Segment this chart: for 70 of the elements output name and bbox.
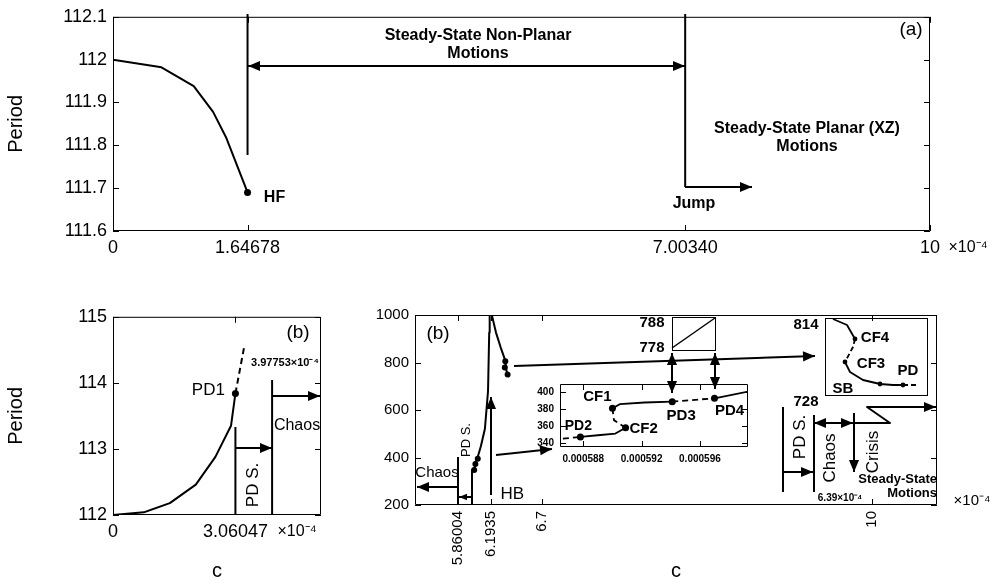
- y-axis-title: Period: [3, 94, 26, 153]
- x-tick-label: 7.00340: [652, 236, 718, 257]
- x-tick-label: 6.7: [532, 511, 550, 532]
- annotation: PD S.: [457, 423, 474, 457]
- annotation: (b): [426, 321, 450, 344]
- x-tick-label: 10: [919, 236, 941, 257]
- y-tick-label: 113: [78, 437, 107, 458]
- y-tick-label: 380: [537, 402, 555, 414]
- y-tick-label: 800: [383, 352, 409, 370]
- y-tick-label: 340: [537, 436, 555, 448]
- x-tick-label: 0.000588: [562, 452, 605, 464]
- text: ×10⁻⁴: [948, 238, 988, 256]
- annotation: Chaos: [415, 462, 459, 481]
- annotation: Steady-State Planar (XZ) Motions: [713, 119, 901, 155]
- annotation: PD S.: [789, 414, 810, 460]
- annotation: PD: [897, 360, 919, 379]
- y-tick-label: 111.8: [64, 134, 107, 155]
- annotation: 788: [639, 312, 665, 331]
- x-axis-title: c: [212, 558, 222, 581]
- annotation: PD1: [191, 380, 225, 400]
- x-tick-label: 0: [107, 520, 119, 541]
- x-tick-label: 10: [862, 511, 880, 528]
- annotation: CF3: [856, 353, 886, 372]
- annotation: Chaos: [819, 433, 840, 483]
- annotation: CF1: [583, 387, 612, 405]
- y-tick-label: 400: [383, 447, 409, 465]
- x-tick-label: 0.000596: [679, 452, 722, 464]
- annotation: (a): [899, 17, 923, 40]
- y-tick-label: 360: [537, 419, 555, 431]
- annotation: Chaos: [273, 416, 321, 434]
- x-tick-label: 0: [107, 236, 119, 257]
- annotation: 728: [793, 391, 819, 410]
- y-tick-label: 114: [78, 371, 107, 392]
- y-axis-title: Period: [3, 386, 26, 445]
- annotation: CF4: [860, 327, 890, 346]
- annotation: PD4: [714, 401, 745, 419]
- annotation: 6.39×10⁻⁴: [817, 491, 863, 503]
- annotation: Jump: [672, 194, 716, 212]
- annotation: HB: [500, 483, 525, 504]
- y-tick-label: 112: [78, 48, 107, 69]
- x-tick-label: 6.1935: [481, 511, 499, 557]
- annotation: 814: [793, 314, 819, 333]
- annotation: Crisis: [862, 430, 882, 474]
- y-tick-label: 400: [537, 386, 555, 398]
- annotation: HF: [263, 188, 286, 207]
- annotation: PD3: [666, 405, 696, 423]
- y-tick-label: 111.9: [64, 91, 107, 112]
- x-tick-label: 1.64678: [215, 236, 281, 257]
- x-tick-label: 0.000592: [620, 452, 663, 464]
- annotation: CF2: [629, 418, 658, 436]
- annotation: PD2: [564, 417, 593, 434]
- x-axis-title: c: [671, 558, 681, 581]
- x-tick-label: 5.86004: [448, 511, 466, 566]
- y-tick-label: 111.7: [64, 177, 107, 198]
- annotation: (b): [286, 320, 310, 343]
- y-tick-label: 111.6: [64, 219, 107, 240]
- text: ×10⁻⁴: [953, 490, 991, 509]
- y-tick-label: 115: [78, 305, 107, 326]
- annotation: Steady-State Non-Planar Motions: [383, 26, 573, 62]
- text: ×10⁻⁴: [277, 522, 317, 540]
- annotation: PD S.: [242, 462, 263, 508]
- annotation: 3.97753×10⁻⁴: [251, 355, 319, 369]
- y-tick-label: 112.1: [63, 5, 107, 26]
- annotation: 778: [639, 337, 665, 356]
- annotation: SB: [832, 378, 854, 397]
- y-tick-label: 112: [78, 503, 107, 524]
- y-tick-label: 1000: [375, 305, 409, 323]
- y-tick-label: 600: [383, 400, 409, 418]
- y-tick-label: 200: [383, 495, 409, 513]
- x-tick-label: 3.06047: [202, 520, 268, 541]
